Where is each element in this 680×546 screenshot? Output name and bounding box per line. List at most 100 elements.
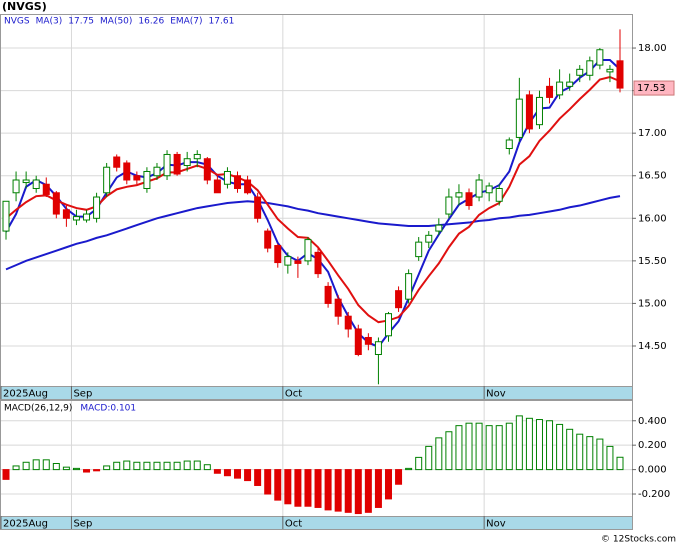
footer: © 12Stocks.com xyxy=(601,535,676,545)
candle-body xyxy=(324,285,332,304)
candle-body xyxy=(284,256,292,266)
macd-bar xyxy=(485,425,493,471)
macd-bar xyxy=(445,431,453,471)
candle-body xyxy=(505,139,513,149)
macd-bar xyxy=(535,419,543,471)
macd-bar xyxy=(334,469,342,512)
macd-bar xyxy=(384,469,392,500)
candle-body xyxy=(234,175,242,190)
x-tick-label: Sep xyxy=(73,389,92,400)
candle-body xyxy=(344,315,352,330)
macd-bar xyxy=(586,436,594,471)
macd-bar xyxy=(223,469,231,477)
candle-body xyxy=(93,196,101,219)
legend-value: 17.61 xyxy=(209,17,235,27)
candle-body xyxy=(12,179,20,194)
candle-body xyxy=(354,328,362,356)
macd-bar xyxy=(596,438,604,471)
candle-body xyxy=(203,158,211,181)
x-tick-label: Nov xyxy=(486,389,506,400)
candle-body xyxy=(32,179,40,190)
candle-body xyxy=(445,196,453,215)
macd-bar xyxy=(314,469,322,508)
macd-bar xyxy=(254,469,262,486)
macd-bar xyxy=(173,461,181,471)
legend-name: MA(3) xyxy=(36,17,63,27)
macd-bar xyxy=(566,428,574,471)
y-tick-label: 14.50 xyxy=(638,341,667,352)
candle-body xyxy=(384,313,392,337)
macd-bar xyxy=(475,422,483,471)
macd-bar xyxy=(213,469,221,474)
x-tick-label: Oct xyxy=(285,389,302,400)
macd-bar xyxy=(62,466,70,471)
macd-bar xyxy=(274,469,282,501)
macd-bar xyxy=(556,423,564,471)
candle-body xyxy=(556,81,564,96)
candle-body xyxy=(415,241,423,258)
candle-body xyxy=(364,336,372,345)
macd-bar xyxy=(143,461,151,471)
candle-body xyxy=(274,245,282,264)
macd-bar xyxy=(304,469,312,507)
x-axis-strip xyxy=(0,516,633,530)
candle-body xyxy=(314,251,322,275)
y-tick-label: -0.200 xyxy=(638,489,670,500)
candle-body xyxy=(596,49,604,66)
macd-bar xyxy=(344,469,352,513)
y-tick-label: 17.00 xyxy=(638,128,667,139)
candle-body xyxy=(42,183,50,195)
candle-body xyxy=(465,192,473,207)
candle-body xyxy=(606,68,614,73)
macd-bar xyxy=(113,461,121,471)
x-tick-label: Sep xyxy=(73,519,92,530)
legend-value: 16.26 xyxy=(138,17,164,27)
candle-body xyxy=(425,234,433,243)
macd-bar xyxy=(576,433,584,471)
macd-bar xyxy=(405,467,413,471)
candle-body xyxy=(455,192,463,198)
y-tick-label: 18.00 xyxy=(638,43,667,54)
candle-body xyxy=(334,298,342,317)
chart-title: (NVGS) xyxy=(2,0,47,13)
macd-bar xyxy=(505,422,513,471)
indicator-name: MACD(26,12,9) xyxy=(4,404,72,414)
macd-bar xyxy=(163,461,171,471)
candle-body xyxy=(72,216,80,221)
macd-bar xyxy=(42,459,50,471)
macd-bar xyxy=(93,469,101,472)
macd-bar xyxy=(32,459,40,471)
candle-body xyxy=(254,196,262,219)
macd-bar xyxy=(364,469,372,513)
macd-bar xyxy=(294,469,302,507)
candle-body xyxy=(223,170,231,185)
candle-body xyxy=(2,200,10,232)
candle-body xyxy=(183,158,191,167)
macd-bar xyxy=(606,445,614,471)
candle-body xyxy=(495,188,503,202)
candle-body xyxy=(304,239,312,262)
candle-body xyxy=(52,192,60,215)
macd-bar xyxy=(515,415,523,471)
y-tick-label: 0.200 xyxy=(638,440,667,451)
candle-body xyxy=(485,185,493,194)
candle-body xyxy=(515,98,523,138)
candle-body xyxy=(153,166,161,177)
candle-body xyxy=(173,153,181,175)
x-tick-label: 2025Aug xyxy=(3,519,48,530)
macd-bar xyxy=(133,461,141,471)
macd-bar xyxy=(203,464,211,471)
candle-body xyxy=(163,153,171,177)
y-tick-label: 16.00 xyxy=(638,213,667,224)
candle-body xyxy=(123,162,131,181)
macd-bar xyxy=(465,422,473,471)
candle-body xyxy=(586,60,594,76)
macd-bar xyxy=(103,465,111,471)
y-tick-label: 16.50 xyxy=(638,171,667,182)
macd-bar xyxy=(72,467,80,471)
macd-bar xyxy=(234,469,242,479)
candle-body xyxy=(405,273,413,300)
macd-bar xyxy=(153,461,161,471)
candle-body xyxy=(193,153,201,160)
macd-bar xyxy=(22,461,30,471)
